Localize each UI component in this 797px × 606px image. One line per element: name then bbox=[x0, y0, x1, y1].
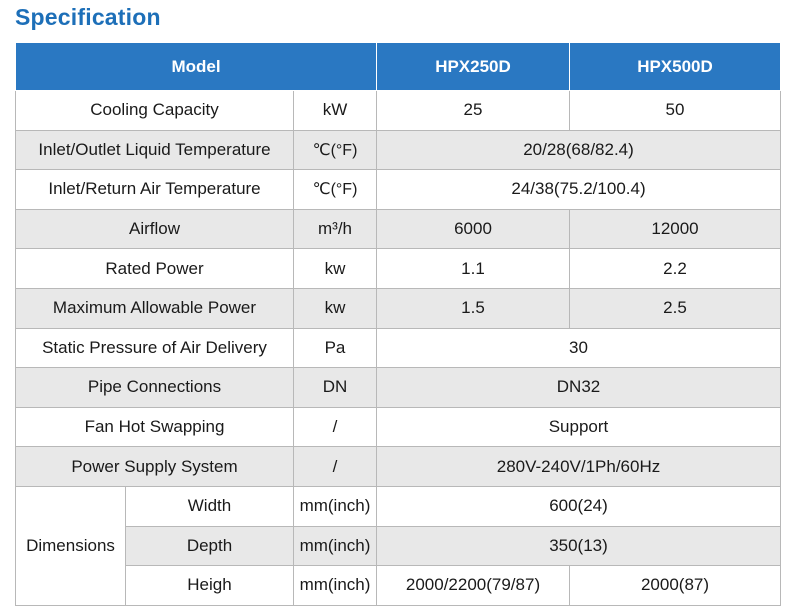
row-label: Cooling Capacity bbox=[15, 90, 294, 131]
table-row: Inlet/Outlet Liquid Temperature ℃(°F) 20… bbox=[15, 129, 781, 171]
dimension-sublabel: Depth bbox=[125, 525, 294, 567]
row-value-shared: 280V-240V/1Ph/60Hz bbox=[376, 446, 781, 487]
row-value-shared: 20/28(68/82.4) bbox=[376, 129, 781, 171]
row-unit: mm(inch) bbox=[293, 525, 377, 567]
row-unit: / bbox=[293, 406, 377, 448]
table-row: Inlet/Return Air Temperature ℃(°F) 24/38… bbox=[15, 169, 781, 210]
row-label: Maximum Allowable Power bbox=[15, 287, 294, 329]
table-row-dimensions-depth: Depth mm(inch) 350(13) bbox=[16, 525, 781, 567]
specification-table: Model HPX250D HPX500D Cooling Capacity k… bbox=[15, 42, 781, 606]
dimensions-label: Dimensions bbox=[15, 485, 126, 606]
row-label: Power Supply System bbox=[15, 446, 294, 487]
row-unit: kW bbox=[293, 90, 377, 131]
row-value-shared: 600(24) bbox=[376, 485, 781, 527]
row-value-hpx500d: 2.2 bbox=[569, 248, 781, 289]
row-value-hpx500d: 2000(87) bbox=[569, 565, 781, 606]
row-label: Static Pressure of Air Delivery bbox=[15, 327, 294, 369]
header-row: Model HPX250D HPX500D bbox=[15, 42, 781, 91]
row-unit: Pa bbox=[293, 327, 377, 369]
row-label: Rated Power bbox=[15, 248, 294, 289]
row-value-shared: 30 bbox=[376, 327, 781, 369]
row-value-shared: DN32 bbox=[376, 367, 781, 408]
row-value-shared: Support bbox=[376, 406, 781, 448]
dimension-sublabel: Width bbox=[125, 485, 294, 527]
row-unit: DN bbox=[293, 367, 377, 408]
row-label: Airflow bbox=[15, 208, 294, 250]
row-unit: m³/h bbox=[293, 208, 377, 250]
table-row: Pipe Connections DN DN32 bbox=[15, 367, 781, 408]
row-unit: / bbox=[293, 446, 377, 487]
row-label: Fan Hot Swapping bbox=[15, 406, 294, 448]
table-row: Power Supply System / 280V-240V/1Ph/60Hz bbox=[15, 446, 781, 487]
row-value-hpx500d: 2.5 bbox=[569, 287, 781, 329]
row-value-shared: 24/38(75.2/100.4) bbox=[376, 169, 781, 210]
table-row: Fan Hot Swapping / Support bbox=[15, 406, 781, 448]
row-value-hpx250d: 2000/2200(79/87) bbox=[376, 565, 570, 606]
row-label: Inlet/Return Air Temperature bbox=[15, 169, 294, 210]
row-unit: mm(inch) bbox=[293, 565, 377, 606]
header-model: Model bbox=[15, 42, 377, 91]
table-row: Airflow m³/h 6000 12000 bbox=[15, 208, 781, 250]
row-value-hpx500d: 50 bbox=[569, 90, 781, 131]
row-unit: ℃(°F) bbox=[293, 129, 377, 171]
table-row-dimensions-heigh: Heigh mm(inch) 2000/2200(79/87) 2000(87) bbox=[16, 565, 781, 606]
table-row-dimensions-width: Dimensions Width mm(inch) 600(24) bbox=[15, 485, 781, 606]
row-unit: kw bbox=[293, 287, 377, 329]
header-hpx250d: HPX250D bbox=[376, 42, 570, 91]
table-row: Rated Power kw 1.1 2.2 bbox=[15, 248, 781, 289]
row-label: Inlet/Outlet Liquid Temperature bbox=[15, 129, 294, 171]
row-value-hpx500d: 12000 bbox=[569, 208, 781, 250]
table-row: Static Pressure of Air Delivery Pa 30 bbox=[15, 327, 781, 369]
row-value-hpx250d: 25 bbox=[376, 90, 570, 131]
row-value-hpx250d: 6000 bbox=[376, 208, 570, 250]
table-row: Cooling Capacity kW 25 50 bbox=[15, 90, 781, 131]
row-value-hpx250d: 1.1 bbox=[376, 248, 570, 289]
table-row: Maximum Allowable Power kw 1.5 2.5 bbox=[15, 287, 781, 329]
dimension-sublabel: Heigh bbox=[125, 565, 294, 606]
row-label: Pipe Connections bbox=[15, 367, 294, 408]
header-hpx500d: HPX500D bbox=[569, 42, 781, 91]
row-value-hpx250d: 1.5 bbox=[376, 287, 570, 329]
row-unit: ℃(°F) bbox=[293, 169, 377, 210]
page-title: Specification bbox=[15, 4, 161, 30]
row-value-shared: 350(13) bbox=[376, 525, 781, 567]
row-unit: mm(inch) bbox=[293, 485, 377, 527]
row-unit: kw bbox=[293, 248, 377, 289]
